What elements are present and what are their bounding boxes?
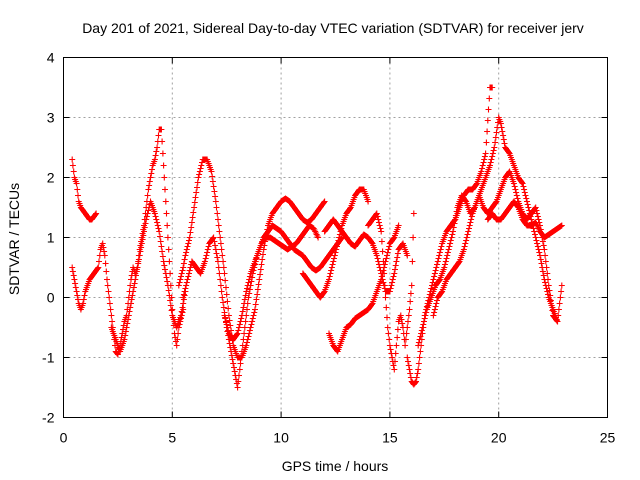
series-markers (69, 156, 100, 223)
series-track-9 (326, 222, 402, 355)
series-markers (108, 198, 189, 355)
x-tick-label: 0 (60, 430, 68, 446)
series-track-4 (175, 156, 328, 361)
series-track-1 (69, 156, 100, 223)
series-track-3 (108, 198, 189, 355)
x-tick-label: 5 (168, 430, 176, 446)
series-track-10 (365, 210, 417, 373)
series-track-6 (221, 222, 345, 343)
series-markers (484, 198, 565, 241)
series-markers (326, 222, 402, 355)
data-series (69, 84, 565, 391)
y-tick-label: 1 (47, 230, 55, 246)
x-tick-label: 20 (491, 430, 507, 446)
series-track-7 (299, 186, 372, 301)
x-tick-label: 10 (273, 430, 289, 446)
y-tick-label: 2 (47, 170, 55, 186)
y-tick-label: -2 (42, 410, 55, 426)
y-tick-label: -1 (42, 350, 55, 366)
y-tick-label: 3 (47, 110, 55, 126)
series-markers (175, 156, 328, 361)
series-track-5 (180, 222, 322, 391)
y-tick-label: 4 (47, 50, 55, 66)
x-tick-label: 25 (600, 430, 616, 446)
x-axis: 0 5 10 15 20 25 (60, 57, 616, 446)
y-tick-label: 0 (47, 290, 55, 306)
series-markers (365, 210, 417, 373)
y-axis-label: SDTVAR / TECUs (6, 183, 22, 295)
x-axis-label: GPS time / hours (282, 458, 389, 474)
y-axis: -2 -1 0 1 2 3 4 (42, 50, 608, 426)
series-markers (430, 114, 561, 325)
series-markers (221, 222, 345, 343)
chart-title: Day 201 of 2021, Sidereal Day-to-day VTE… (82, 20, 584, 36)
series-markers (299, 186, 372, 301)
series-markers (180, 222, 322, 391)
x-tick-label: 15 (382, 430, 398, 446)
series-track-8 (321, 216, 411, 295)
series-track-14 (484, 198, 565, 241)
grid (63, 57, 608, 418)
series-track-13 (430, 114, 561, 325)
series-markers (321, 216, 411, 295)
